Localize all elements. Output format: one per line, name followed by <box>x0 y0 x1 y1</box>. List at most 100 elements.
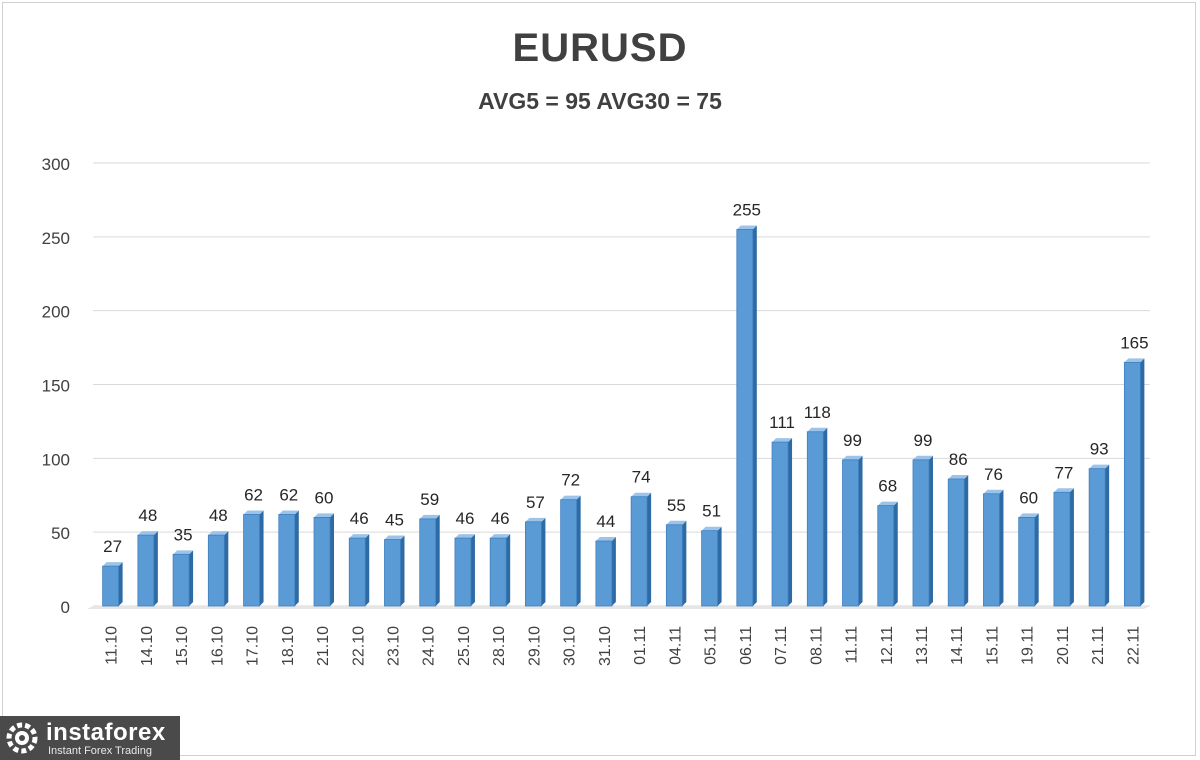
x-tick-label: 29.10 <box>526 626 543 666</box>
data-label: 255 <box>733 200 761 219</box>
data-label: 74 <box>632 468 651 487</box>
data-label: 99 <box>843 431 862 450</box>
bar-side <box>400 535 405 606</box>
chart-subtitle: AVG5 = 95 AVG30 = 75 <box>478 88 722 114</box>
bar-side <box>964 475 969 606</box>
data-label: 55 <box>667 496 686 515</box>
x-tick-label: 30.10 <box>562 626 579 666</box>
bar-top <box>454 534 475 539</box>
bar <box>771 441 789 607</box>
bar-top <box>736 225 757 230</box>
bar <box>384 539 401 607</box>
bar <box>877 505 895 607</box>
x-tick-label: 08.11 <box>808 626 825 665</box>
x-tick-label: 22.10 <box>350 626 367 666</box>
x-tick-label: 14.11 <box>949 626 966 665</box>
bar-side <box>1140 358 1145 606</box>
bar-side <box>647 492 652 606</box>
bar-side <box>752 225 757 606</box>
bar-top <box>137 531 158 536</box>
x-tick-label: 11.11 <box>844 626 861 664</box>
bar-side <box>999 489 1004 606</box>
bar-top <box>278 510 299 515</box>
bar-top <box>842 455 863 460</box>
bar <box>102 565 120 607</box>
data-label: 45 <box>385 511 404 530</box>
bar <box>243 514 260 607</box>
x-tick-label: 15.11 <box>984 626 1001 665</box>
bar-top <box>1089 464 1110 469</box>
bar-side <box>470 534 475 606</box>
bar-side <box>858 455 863 606</box>
bar-top <box>419 514 440 519</box>
bar-top <box>243 510 264 515</box>
data-label: 46 <box>455 509 474 528</box>
brand-name: instaforex <box>46 719 166 746</box>
bar <box>842 459 859 607</box>
bar-top <box>208 531 229 536</box>
data-label: 59 <box>420 490 439 509</box>
bar-top <box>173 550 194 555</box>
bar-top <box>595 537 616 542</box>
chart-title: EURUSD <box>512 26 688 70</box>
x-tick-label: 04.11 <box>667 626 684 665</box>
bar-top <box>525 517 546 522</box>
bar-top <box>349 534 370 539</box>
data-label: 44 <box>596 512 615 531</box>
bar <box>207 534 225 607</box>
x-tick-label: 22.11 <box>1125 626 1142 665</box>
data-label: 93 <box>1090 440 1109 459</box>
bar-side <box>1105 464 1110 606</box>
bar-top <box>877 501 898 506</box>
bar-side <box>541 517 546 606</box>
bar-top <box>666 520 687 525</box>
bar-top <box>490 534 511 539</box>
x-tick-label: 16.10 <box>209 626 226 666</box>
data-label: 72 <box>561 471 580 490</box>
bar-top <box>631 492 652 497</box>
x-tick-label: 05.11 <box>703 626 720 665</box>
bar-side <box>224 531 229 606</box>
bar <box>983 493 1000 607</box>
y-tick-label: 50 <box>51 524 70 543</box>
y-tick-label: 150 <box>42 377 70 396</box>
bar <box>489 537 507 607</box>
bar-side <box>153 531 158 606</box>
data-label: 62 <box>244 485 263 504</box>
bar-side <box>823 427 828 606</box>
bar <box>137 534 155 607</box>
bar-side <box>893 501 898 606</box>
y-tick-label: 300 <box>42 155 70 174</box>
bar-top <box>1053 488 1074 493</box>
bar-side <box>788 438 793 606</box>
bar <box>1053 491 1071 607</box>
bar-top <box>560 495 581 500</box>
bar <box>1018 517 1036 607</box>
data-label: 76 <box>984 465 1003 484</box>
brand-tagline: Instant Forex Trading <box>48 745 152 757</box>
y-tick-label: 100 <box>42 450 70 469</box>
x-tick-label: 28.10 <box>491 626 508 666</box>
y-tick-label: 200 <box>42 303 70 322</box>
x-tick-label: 25.10 <box>456 626 473 666</box>
x-tick-label: 20.11 <box>1055 626 1072 665</box>
bar <box>278 514 296 607</box>
bar <box>313 517 331 607</box>
data-label: 35 <box>174 525 193 544</box>
bar <box>736 229 754 607</box>
bar <box>912 459 930 607</box>
data-label: 60 <box>315 488 334 507</box>
bar <box>419 518 437 607</box>
bar-side <box>928 455 933 606</box>
data-label: 48 <box>138 506 157 525</box>
bar <box>1088 468 1106 607</box>
bar-top <box>1018 513 1039 518</box>
x-tick-label: 23.10 <box>385 626 402 666</box>
bar <box>454 537 472 607</box>
bar-top <box>314 513 335 518</box>
bar <box>348 537 366 607</box>
bar-side <box>435 514 440 606</box>
data-label: 60 <box>1019 488 1038 507</box>
x-tick-label: 13.11 <box>914 626 931 665</box>
